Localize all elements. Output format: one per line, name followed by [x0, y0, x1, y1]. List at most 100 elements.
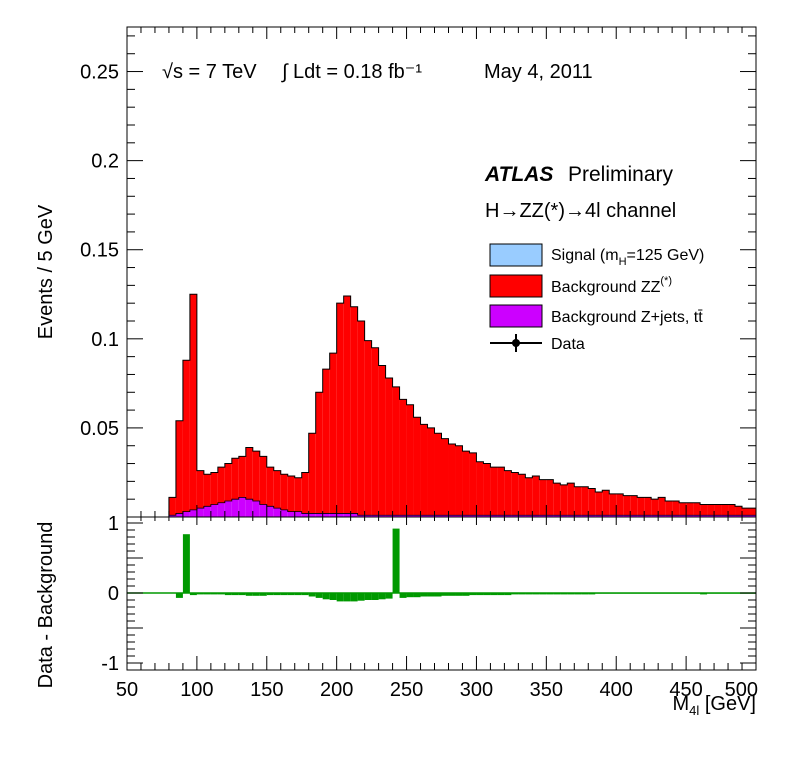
zjets-bar	[651, 515, 659, 517]
stack-outline	[168, 293, 756, 517]
zz-bar	[728, 504, 736, 516]
x-tick-label: 300	[460, 679, 493, 701]
difference-bar	[245, 593, 253, 596]
difference-bar	[294, 593, 302, 596]
zz-bar	[497, 467, 505, 516]
zz-bar	[616, 493, 624, 516]
zjets-bar	[308, 513, 316, 517]
zz-bar	[182, 360, 190, 512]
zjets-bar	[504, 515, 512, 517]
zjets-bar	[371, 515, 379, 517]
zz-bar	[623, 495, 631, 516]
zjets-bar	[686, 515, 694, 517]
zz-bar	[357, 321, 365, 516]
zz-bar	[602, 490, 610, 516]
zz-bar	[553, 483, 561, 516]
zz-bar	[609, 493, 617, 516]
y-tick-label: 0.15	[80, 240, 119, 262]
zjets-bar	[567, 515, 575, 517]
zz-bar	[210, 472, 218, 505]
legend-swatch-zz	[489, 274, 543, 298]
difference-bar	[469, 593, 477, 596]
zjets-bar	[483, 515, 491, 517]
difference-bar	[238, 593, 246, 596]
zjets-bar	[749, 515, 756, 517]
zjets-bar	[581, 515, 589, 517]
zjets-bar	[322, 513, 330, 517]
zz-bar	[469, 452, 477, 516]
zjets-bar	[630, 515, 638, 517]
zjets-bar	[294, 511, 302, 517]
zjets-bar	[462, 515, 470, 517]
stacked-histogram	[168, 293, 756, 517]
x-tick-label: 250	[390, 679, 423, 701]
zz-bar	[581, 486, 589, 516]
zz-bar	[371, 347, 379, 516]
zz-bar	[693, 502, 701, 516]
zjets-bar	[301, 513, 309, 517]
zz-bar	[350, 306, 358, 514]
difference-bar	[490, 593, 498, 596]
zjets-bar	[623, 515, 631, 517]
zz-bar	[532, 476, 540, 516]
zjets-bar	[455, 515, 463, 517]
difference-bar	[504, 593, 512, 596]
zjets-bar	[238, 497, 246, 517]
x-axis-title: M4l [GeV]	[673, 693, 757, 718]
zz-bar	[427, 427, 435, 516]
sqrt-s-label: √s = 7 TeV	[162, 61, 257, 83]
zz-bar	[574, 486, 582, 516]
zjets-bar	[728, 515, 736, 517]
zjets-bar	[560, 515, 568, 517]
zjets-outline	[168, 497, 756, 516]
zjets-bar	[441, 515, 449, 517]
atlas-logo-text: ATLAS	[484, 163, 553, 186]
zjets-bar	[700, 515, 708, 517]
zz-bar	[280, 474, 288, 510]
zjets-bar	[168, 515, 176, 517]
zz-bar	[322, 369, 330, 514]
zjets-bar	[231, 499, 239, 517]
zz-bar	[735, 506, 743, 516]
zjets-bar	[602, 515, 610, 517]
x-tick-label: 500	[725, 679, 758, 701]
zjets-bar	[742, 515, 750, 517]
zz-bar	[315, 392, 323, 514]
difference-bar	[301, 593, 309, 596]
zz-bar	[476, 461, 484, 516]
zz-bar	[721, 504, 729, 516]
x-tick-label: 450	[669, 679, 702, 701]
legend-label-data: Data	[551, 336, 585, 353]
date-label: May 4, 2011	[484, 61, 593, 83]
zjets-bar	[357, 515, 365, 517]
luminosity-label: ∫ Ldt = 0.18 fb⁻¹	[281, 61, 422, 83]
zz-bar	[420, 424, 428, 516]
zjets-bar	[245, 499, 253, 517]
difference-bar	[189, 593, 197, 596]
zz-bar	[441, 438, 449, 516]
zjets-bar	[707, 515, 715, 517]
zz-bar	[343, 296, 351, 514]
zz-bar	[644, 497, 652, 516]
zz-bar	[658, 497, 666, 516]
ratio-plot-ticks	[126, 517, 757, 670]
difference-bar	[315, 593, 323, 598]
zz-bar	[455, 445, 463, 516]
difference-bar	[322, 593, 330, 600]
zz-bar	[203, 474, 211, 507]
zjets-bar	[196, 508, 204, 517]
zjets-bar	[182, 511, 190, 517]
difference-bar	[308, 593, 316, 597]
zjets-bar	[469, 515, 477, 517]
main-plot-y-tick-labels: 0.05 0.1 0.15 0.2 0.25	[80, 62, 119, 440]
zz-bar	[406, 404, 414, 516]
zjets-bar	[392, 515, 400, 517]
legend-marker-data	[490, 334, 542, 352]
zz-bar	[259, 456, 267, 505]
zjets-bar	[434, 515, 442, 517]
zz-bar	[546, 479, 554, 516]
zjets-bar	[427, 515, 435, 517]
x-tick-label: 150	[250, 679, 283, 701]
zz-bar	[378, 365, 386, 516]
